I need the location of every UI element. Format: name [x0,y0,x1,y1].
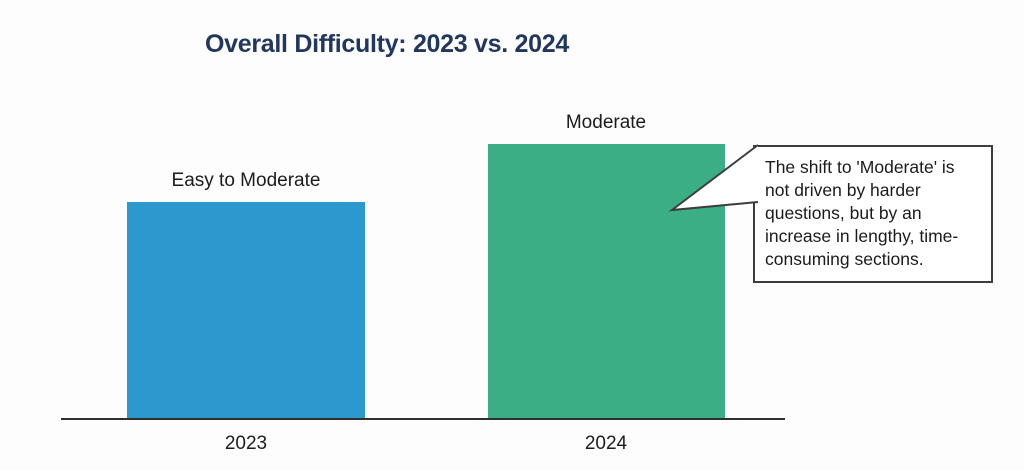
bar-label-2023: Easy to Moderate [171,170,321,191]
annotation-callout: The shift to 'Moderate' is not driven by… [753,145,993,283]
bar-2023 [127,202,365,419]
bar-2024 [488,144,725,419]
chart-title: Overall Difficulty: 2023 vs. 2024 [205,30,569,58]
callout-pointer-icon [668,144,759,212]
x-tick-2023: 2023 [224,433,268,454]
annotation-text: The shift to 'Moderate' is not driven by… [765,157,959,269]
x-tick-2024: 2024 [584,433,628,454]
x-axis-line [61,418,785,420]
bar-label-2024: Moderate [565,112,647,133]
